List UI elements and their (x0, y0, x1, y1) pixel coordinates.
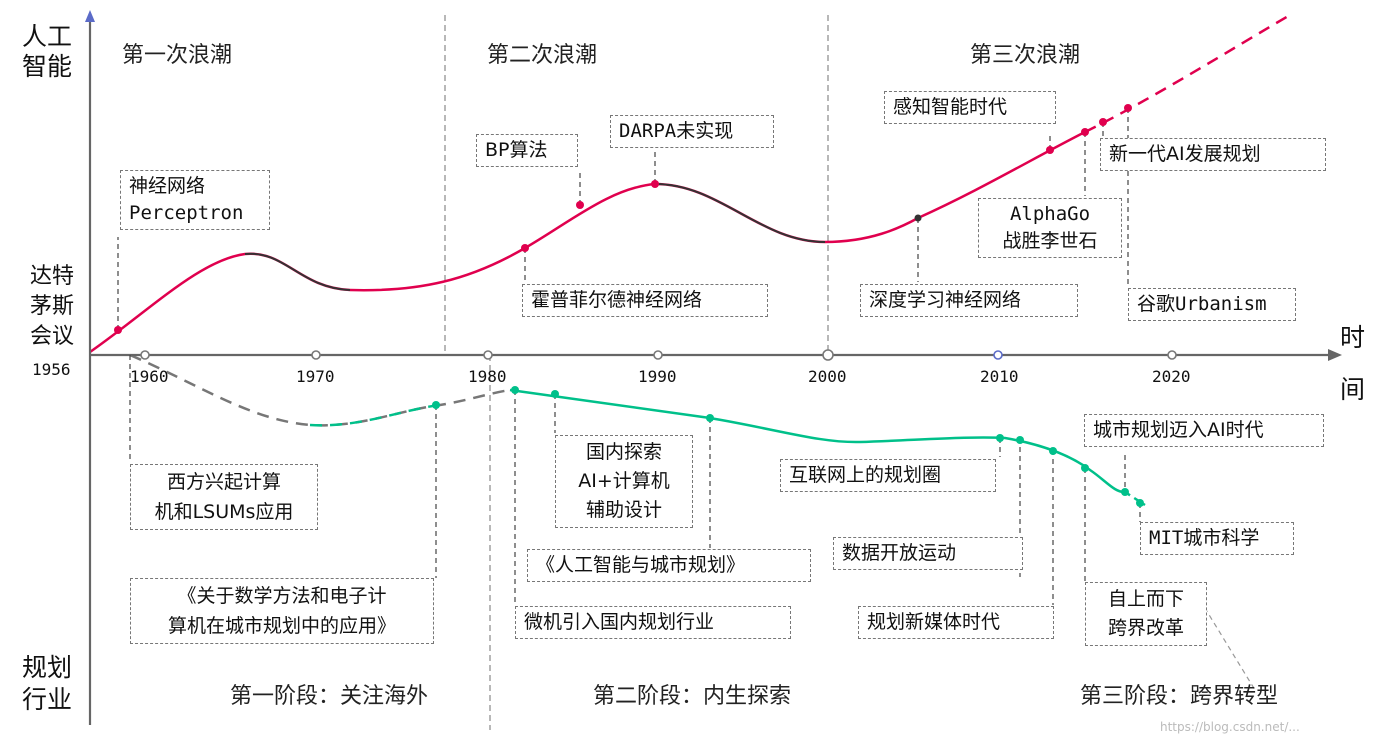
tick-label-1970: 1970 (296, 367, 335, 386)
ai-curve-dark (244, 252, 351, 291)
event-darpa: DARPA未实现 (610, 115, 774, 148)
planning-leader-lines (129, 355, 1256, 691)
ai-curve-dashed (1084, 13, 1291, 134)
event-perception-era: 感知智能时代 (884, 91, 1056, 124)
phase-2-heading: 第二阶段：内生探索 (593, 684, 792, 709)
tick-label-2010: 2010 (980, 367, 1019, 386)
event-book-math: 《关于数学方法和电子计 算机在城市规划中的应用》 (130, 578, 434, 644)
ai-curve-red (89, 130, 1086, 354)
tick-marker-2020 (1167, 350, 1177, 360)
ai-curve-dark-2 (654, 183, 826, 243)
axis-ticks (140, 349, 1177, 361)
tick-label-1980: 1980 (468, 367, 507, 386)
event-mit: MIT城市科学 (1140, 522, 1294, 555)
start-year: 1956 (32, 360, 71, 379)
event-cross-reform: 自上而下 跨界改革 (1085, 582, 1207, 646)
wave-second-heading: 第二次浪潮 (487, 43, 598, 68)
wave-third-heading: 第三次浪潮 (970, 43, 1081, 68)
planning-points (432, 386, 1144, 507)
tick-label-2020: 2020 (1152, 367, 1191, 386)
wave-first-heading: 第一次浪潮 (122, 43, 233, 68)
phase-1-heading: 第一阶段：关注海外 (230, 684, 429, 709)
tick-label-1990: 1990 (638, 367, 677, 386)
ai-points (114, 104, 1132, 334)
event-west-lsums: 西方兴起计算 机和LSUMs应用 (130, 464, 318, 530)
event-google-urbanism: 谷歌Urbanism (1128, 288, 1296, 321)
event-deep-learning: 深度学习神经网络 (860, 284, 1078, 317)
event-domestic-explore: 国内探索 AI+计算机 辅助设计 (555, 435, 693, 528)
event-new-gen-plan: 新一代AI发展规划 (1100, 138, 1326, 171)
event-ai-era: 城市规划迈入AI时代 (1084, 414, 1324, 447)
tick-label-1960: 1960 (130, 367, 169, 386)
tick-marker-2000 (822, 349, 834, 361)
start-event-label: 达特 茅斯 会议 (30, 264, 75, 349)
tick-marker-1980 (483, 350, 493, 360)
event-open-data: 数据开放运动 (833, 537, 1023, 570)
event-microcomputer: 微机引入国内规划行业 (515, 606, 791, 639)
tick-marker-1970 (311, 350, 321, 360)
tick-marker-2010 (993, 350, 1003, 360)
event-perceptron: 神经网络 Perceptron (120, 170, 270, 230)
x-axis-label: 时 间 (1340, 323, 1366, 404)
vertical-axis-arrow (85, 10, 95, 22)
phase-3-heading: 第三阶段：跨界转型 (1080, 684, 1279, 709)
event-hopfield: 霍普菲尔德神经网络 (522, 284, 768, 317)
planning-curve-green-dash (309, 403, 441, 427)
time-axis-arrow (1328, 349, 1342, 361)
event-bp-algorithm: BP算法 (476, 134, 578, 167)
event-new-media: 规划新媒体时代 (858, 606, 1054, 639)
watermark: https://blog.csdn.net/... (1160, 720, 1300, 734)
tick-marker-1960 (140, 350, 150, 360)
event-ai-city-book: 《人工智能与城市规划》 (527, 549, 811, 582)
tick-marker-1990 (653, 350, 663, 360)
planning-curve-dashed (129, 353, 511, 427)
event-internet-circle: 互联网上的规划圈 (780, 459, 996, 492)
y-lower-label: 规划 行业 (22, 653, 73, 714)
event-alphago: AlphaGo 战胜李世石 (978, 198, 1122, 258)
y-upper-label: 人工 智能 (22, 22, 73, 81)
tick-label-2000: 2000 (808, 367, 847, 386)
